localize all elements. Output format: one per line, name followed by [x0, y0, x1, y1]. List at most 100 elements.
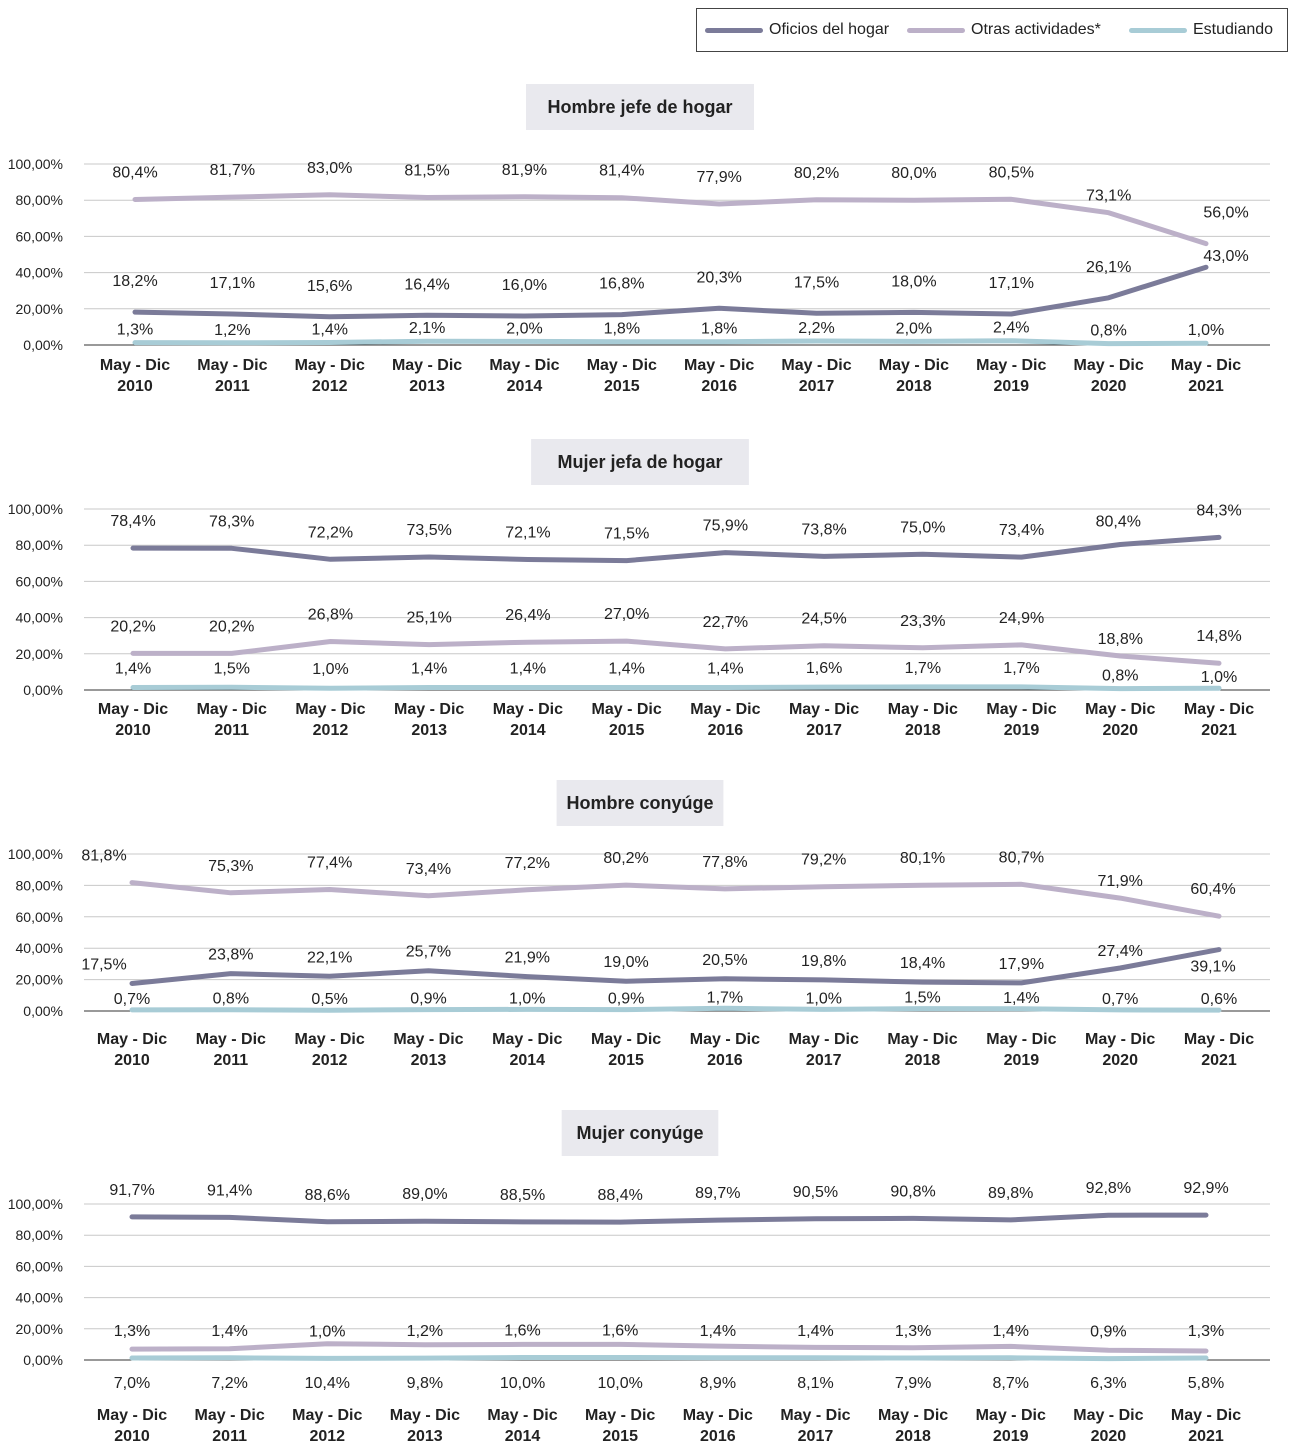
data-label: 0,9% — [608, 991, 644, 1008]
data-label: 84,3% — [1196, 502, 1241, 519]
x-tick-label: May - Dic 2018 — [887, 1031, 957, 1069]
data-label: 24,5% — [801, 611, 846, 628]
data-label: 77,9% — [696, 169, 741, 186]
data-label: 22,1% — [307, 949, 352, 966]
data-label: 0,6% — [1201, 991, 1237, 1008]
legend-item-oficios: Oficios del hogar — [705, 9, 889, 51]
legend-swatch-otras — [907, 27, 965, 33]
y-tick-label: 0,00% — [23, 337, 63, 353]
series-line-otras-actividades — [132, 192, 1209, 247]
x-tick-label: May - Dic 2017 — [781, 357, 851, 395]
data-label: 75,3% — [208, 858, 253, 875]
data-label: 80,2% — [603, 850, 648, 867]
data-label: 1,4% — [1003, 990, 1039, 1007]
data-label: 0,5% — [311, 991, 347, 1008]
chart-title-box — [531, 439, 749, 485]
data-label: 1,5% — [213, 660, 249, 677]
data-label: 17,5% — [794, 274, 839, 291]
y-tick-label: 80,00% — [16, 877, 63, 893]
x-tick-label: May - Dic 2019 — [986, 1031, 1056, 1069]
data-label: 1,7% — [1003, 660, 1039, 677]
x-tick-label: May - Dic 2011 — [197, 357, 267, 395]
data-label: 16,4% — [404, 276, 449, 293]
data-label: 88,5% — [500, 1187, 545, 1204]
data-label: 23,8% — [208, 947, 253, 964]
data-label: 19,0% — [603, 954, 648, 971]
data-label: 10,4% — [305, 1375, 350, 1392]
y-tick-label: 60,00% — [16, 909, 63, 925]
data-label: 0,9% — [1090, 1324, 1126, 1341]
series-line-oficios-del-hogar — [132, 264, 1209, 320]
x-tick-label: May - Dic 2010 — [100, 357, 170, 395]
y-tick-label: 100,00% — [8, 846, 63, 862]
data-label: 80,2% — [794, 165, 839, 182]
y-tick-label: 100,00% — [8, 156, 63, 172]
data-label: 90,8% — [890, 1183, 935, 1200]
data-label: 73,4% — [999, 522, 1044, 539]
data-label: 88,4% — [597, 1187, 642, 1204]
x-tick-label: May - Dic 2014 — [493, 701, 563, 739]
data-label: 2,0% — [896, 320, 932, 337]
x-tick-label: May - Dic 2020 — [1074, 357, 1144, 395]
series-line-otras-actividades — [129, 880, 1222, 919]
legend-item-estudiando: Estudiando — [1129, 9, 1273, 51]
data-label: 1,3% — [1188, 1323, 1224, 1340]
data-label: 83,0% — [307, 160, 352, 177]
data-label: 80,5% — [989, 164, 1034, 181]
data-label: 0,8% — [1090, 323, 1126, 340]
x-tick-label: May - Dic 2014 — [489, 357, 559, 395]
x-tick-label: May - Dic 2017 — [780, 1407, 850, 1445]
y-tick-label: 40,00% — [16, 610, 63, 626]
data-label: 7,9% — [895, 1375, 931, 1392]
x-tick-label: May - Dic 2011 — [197, 701, 267, 739]
data-label: 24,9% — [999, 610, 1044, 627]
data-label: 91,4% — [207, 1182, 252, 1199]
x-tick-label: May - Dic 2018 — [878, 1407, 948, 1445]
data-label: 1,4% — [797, 1323, 833, 1340]
legend-label-oficios: Oficios del hogar — [769, 21, 890, 38]
data-label: 0,7% — [114, 991, 150, 1008]
data-label: 1,0% — [509, 990, 545, 1007]
y-tick-label: 0,00% — [23, 1003, 63, 1019]
data-label: 7,2% — [211, 1375, 247, 1392]
series-line-oficios-del-hogar — [129, 947, 1222, 986]
data-label: 80,0% — [891, 165, 936, 182]
data-label: 10,0% — [597, 1375, 642, 1392]
series-line-otras-actividades — [129, 1341, 1209, 1354]
data-label: 0,8% — [1102, 668, 1138, 685]
data-label: 75,9% — [703, 518, 748, 535]
data-label: 18,8% — [1098, 631, 1143, 648]
data-label: 77,2% — [505, 855, 550, 872]
x-tick-label: May - Dic 2015 — [591, 1031, 661, 1069]
data-label: 56,0% — [1203, 205, 1248, 222]
x-tick-label: May - Dic 2015 — [587, 357, 657, 395]
y-tick-label: 20,00% — [16, 972, 63, 988]
data-label: 16,8% — [599, 276, 644, 293]
data-label: 81,4% — [599, 163, 644, 180]
x-tick-label: May - Dic 2015 — [592, 701, 662, 739]
y-tick-label: 60,00% — [16, 1258, 63, 1274]
data-label: 20,2% — [209, 618, 254, 635]
data-label: 1,4% — [992, 1323, 1028, 1340]
data-label: 1,0% — [312, 661, 348, 678]
data-label: 1,8% — [604, 321, 640, 338]
data-label: 80,4% — [112, 164, 157, 181]
data-label: 17,5% — [81, 957, 126, 974]
y-tick-label: 40,00% — [16, 265, 63, 281]
data-label: 1,2% — [407, 1323, 443, 1340]
data-label: 81,8% — [81, 848, 126, 865]
series-line-oficios-del-hogar — [129, 1212, 1209, 1225]
series-line-oficios-del-hogar — [130, 534, 1222, 564]
data-label: 20,2% — [110, 618, 155, 635]
data-label: 73,1% — [1086, 188, 1131, 205]
x-tick-label: May - Dic 2016 — [690, 1031, 760, 1069]
y-tick-label: 80,00% — [16, 192, 63, 208]
x-tick-label: May - Dic 2021 — [1184, 701, 1254, 739]
data-label: 27,0% — [604, 606, 649, 623]
chart-title: Hombre jefe de hogar — [547, 97, 732, 117]
data-label: 89,8% — [988, 1185, 1033, 1202]
data-label: 73,8% — [801, 521, 846, 538]
data-label: 71,5% — [604, 526, 649, 543]
data-label: 16,0% — [502, 277, 547, 294]
data-label: 1,7% — [905, 660, 941, 677]
